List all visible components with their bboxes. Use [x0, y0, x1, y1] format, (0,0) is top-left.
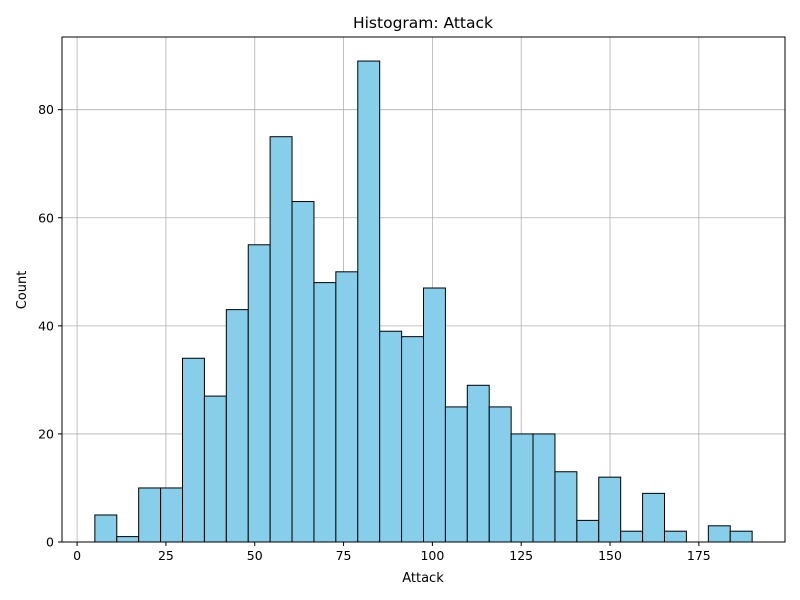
- histogram-bar-15: [423, 287, 446, 543]
- histogram-bar-16: [444, 406, 468, 543]
- histogram-bar-18: [488, 406, 512, 543]
- x-tick-label-6: 150: [598, 548, 622, 563]
- x-axis-title: Attack: [402, 571, 444, 586]
- histogram-bar-14: [401, 336, 425, 543]
- plot-frame: [61, 36, 786, 543]
- x-tick-label-3: 75: [336, 548, 352, 563]
- y-tick-label-4: 80: [38, 102, 54, 117]
- y-tick-label-0: 0: [46, 535, 54, 550]
- histogram-bar-2: [138, 487, 162, 543]
- histogram-bar-13: [379, 330, 403, 543]
- x-tick-label-4: 100: [420, 548, 444, 563]
- histogram-bar-6: [225, 309, 249, 543]
- x-tick-label-2: 50: [247, 548, 263, 563]
- histogram-bar-28: [707, 525, 731, 543]
- histogram-bar-19: [510, 433, 534, 543]
- histogram-bar-7: [247, 244, 271, 543]
- histogram-bar-1: [116, 536, 140, 543]
- axis-ticks: 0 25 50 75 100 125 150 175 0 20 40 60 80: [38, 102, 711, 563]
- histogram-bar-0: [94, 514, 118, 543]
- x-tick-label-7: 175: [687, 548, 711, 563]
- x-tick-label-0: 0: [73, 548, 81, 563]
- chart-title: Histogram: Attack: [353, 14, 493, 32]
- histogram-bar-29: [729, 530, 753, 543]
- histogram-bar-23: [598, 476, 622, 543]
- histogram-bar-9: [291, 201, 315, 543]
- x-tick-label-1: 25: [158, 548, 174, 563]
- histogram-bar-12: [357, 60, 381, 543]
- x-tick-label-5: 125: [509, 548, 533, 563]
- histogram-bar-26: [663, 530, 687, 543]
- histogram-bar-4: [182, 357, 205, 543]
- histogram-bar-24: [620, 530, 644, 543]
- y-tick-label-2: 40: [38, 318, 54, 333]
- histogram-bar-17: [466, 384, 490, 543]
- histogram-bar-10: [313, 282, 337, 543]
- histogram-bar-22: [576, 519, 600, 543]
- histogram-bar-5: [203, 395, 227, 543]
- y-tick-label-3: 60: [38, 210, 54, 225]
- histogram-bar-8: [269, 136, 293, 543]
- y-axis-title: Count: [15, 271, 30, 310]
- histogram-bar-3: [160, 487, 184, 543]
- histogram-bar-20: [532, 433, 556, 543]
- bars: [94, 60, 753, 543]
- histogram-bar-21: [554, 471, 578, 543]
- histogram-bar-25: [642, 492, 666, 543]
- y-tick-label-1: 20: [38, 426, 54, 441]
- histogram-bar-11: [335, 271, 359, 543]
